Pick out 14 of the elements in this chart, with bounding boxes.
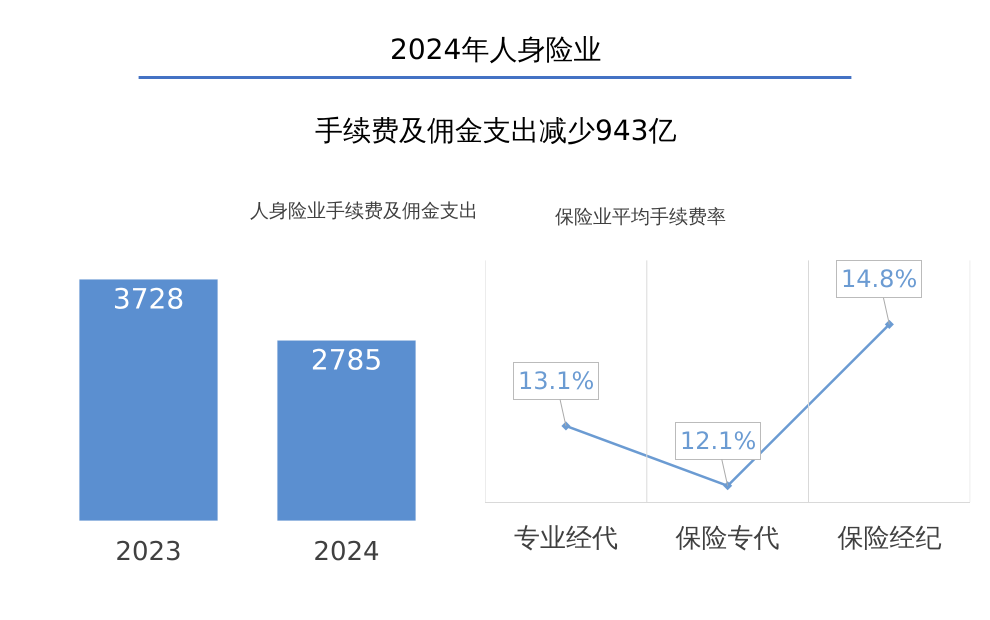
x-tick-label: 保险经纪 bbox=[837, 523, 942, 554]
data-label: 3728 bbox=[112, 282, 184, 316]
data-label: 14.8% bbox=[841, 265, 918, 293]
data-label: 2785 bbox=[310, 343, 382, 376]
x-tick-label: 保险专代 bbox=[676, 523, 780, 554]
x-tick-label: 2023 bbox=[115, 536, 182, 567]
chart-title: 人身险业手续费及佣金支出 bbox=[250, 200, 478, 222]
text: 2024年人身险业 bbox=[390, 33, 602, 66]
data-label: 13.1% bbox=[518, 367, 594, 395]
x-tick-label: 2024 bbox=[313, 536, 380, 567]
text: 手续费及佣金支出减少943亿 bbox=[315, 114, 676, 147]
chart-title: 保险业平均手续费率 bbox=[555, 206, 726, 228]
x-tick-label: 专业经代 bbox=[514, 523, 618, 554]
data-label: 12.1% bbox=[680, 427, 756, 455]
